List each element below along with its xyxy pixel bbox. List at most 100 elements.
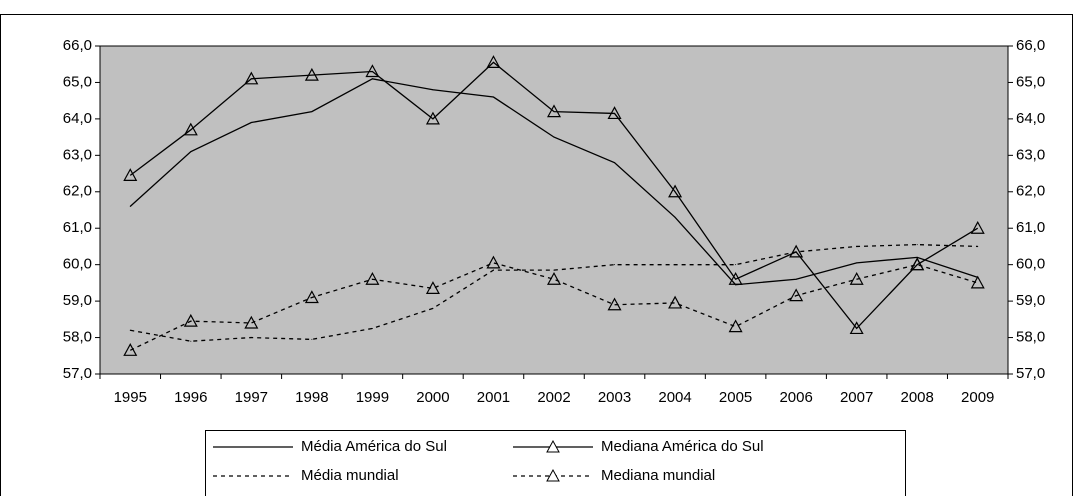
point (795, 278, 797, 280)
point (795, 251, 797, 253)
legend-label: Mediana mundial (601, 467, 715, 484)
point-marker (849, 321, 864, 335)
point-marker (365, 64, 380, 78)
y-tick-label: 62,0 (63, 183, 92, 200)
point-marker (304, 67, 319, 81)
point (614, 264, 616, 266)
x-tick-label: 2008 (901, 389, 934, 406)
point (129, 329, 131, 331)
point-marker (789, 288, 804, 302)
point-marker (668, 295, 683, 309)
point-marker (425, 281, 440, 294)
point (371, 327, 373, 329)
point (916, 244, 918, 246)
point (129, 205, 131, 207)
y2-tick-label: 59,0 (1016, 292, 1045, 309)
y-tick-label: 63,0 (63, 146, 92, 163)
x-tick-label: 2004 (658, 389, 691, 406)
point-marker (789, 244, 804, 258)
point (553, 136, 555, 138)
x-tick-label: 1999 (356, 389, 389, 406)
point-marker (728, 271, 743, 285)
x-tick-label: 2001 (477, 389, 510, 406)
x-tick-label: 2003 (598, 389, 631, 406)
point-marker (365, 271, 380, 285)
legend-marker (546, 468, 560, 482)
legend: Média América do Sul Mediana América do S… (205, 430, 906, 496)
y-tick-label: 65,0 (63, 73, 92, 90)
point-marker (607, 106, 622, 120)
x-tick-label: 1998 (295, 389, 328, 406)
point-marker (849, 271, 864, 285)
point-marker (970, 220, 985, 234)
point (856, 245, 858, 247)
series-line (129, 262, 978, 351)
point (735, 264, 737, 266)
point-marker (728, 319, 743, 333)
point-marker (668, 184, 683, 198)
point (492, 96, 494, 98)
point (250, 122, 252, 124)
x-tick-label: 2005 (719, 389, 752, 406)
y2-tick-label: 61,0 (1016, 219, 1045, 236)
point (190, 151, 192, 153)
point-marker (970, 275, 985, 289)
y2-tick-label: 60,0 (1016, 256, 1045, 273)
point (916, 256, 918, 258)
point (432, 307, 434, 309)
point-marker (304, 290, 319, 304)
y-tick-label: 60,0 (63, 256, 92, 273)
y2-tick-label: 65,0 (1016, 73, 1045, 90)
y-tick-label: 61,0 (63, 219, 92, 236)
x-tick-label: 2000 (416, 389, 449, 406)
point-marker (486, 255, 501, 269)
legend-marker (546, 439, 560, 453)
y2-tick-label: 66,0 (1016, 37, 1045, 54)
y-tick-label: 66,0 (63, 37, 92, 54)
point-marker (546, 271, 562, 285)
x-tick-label: 1996 (174, 389, 207, 406)
y-tick-label: 64,0 (63, 110, 92, 127)
point (311, 111, 313, 113)
x-tick-label: 2007 (840, 389, 873, 406)
point (674, 216, 676, 218)
legend-label: Mediana América do Sul (601, 438, 764, 455)
legend-box (205, 430, 906, 496)
point-marker (425, 111, 440, 125)
point-marker (123, 168, 138, 181)
y2-tick-label: 62,0 (1016, 183, 1045, 200)
point (674, 264, 676, 266)
plot-area (99, 45, 1009, 375)
point-marker (183, 313, 198, 327)
point (371, 78, 373, 80)
point-marker (607, 297, 622, 311)
y2-tick-label: 64,0 (1016, 110, 1045, 127)
point-marker (183, 122, 198, 136)
point (553, 269, 555, 271)
point (492, 269, 494, 271)
point (432, 89, 434, 91)
y2-tick-label: 58,0 (1016, 329, 1045, 346)
series-line (129, 61, 979, 330)
point (977, 245, 979, 247)
x-tick-label: 1995 (114, 389, 147, 406)
y-tick-label: 59,0 (63, 292, 92, 309)
x-tick-label: 2006 (779, 389, 812, 406)
x-tick-label: 2009 (961, 389, 994, 406)
x-tick-label: 2002 (537, 389, 570, 406)
point-marker (910, 257, 925, 271)
y-tick-label: 58,0 (63, 329, 92, 346)
point (614, 162, 616, 164)
point (311, 338, 313, 340)
y2-tick-label: 57,0 (1016, 365, 1045, 382)
x-tick-label: 1997 (235, 389, 268, 406)
y2-tick-label: 63,0 (1016, 146, 1045, 163)
point (190, 340, 192, 342)
legend-label: Média América do Sul (301, 438, 447, 455)
point (856, 262, 858, 264)
point-marker (244, 71, 259, 85)
legend-label: Média mundial (301, 467, 399, 484)
point-marker (123, 343, 138, 356)
chart-border (0, 14, 1073, 496)
